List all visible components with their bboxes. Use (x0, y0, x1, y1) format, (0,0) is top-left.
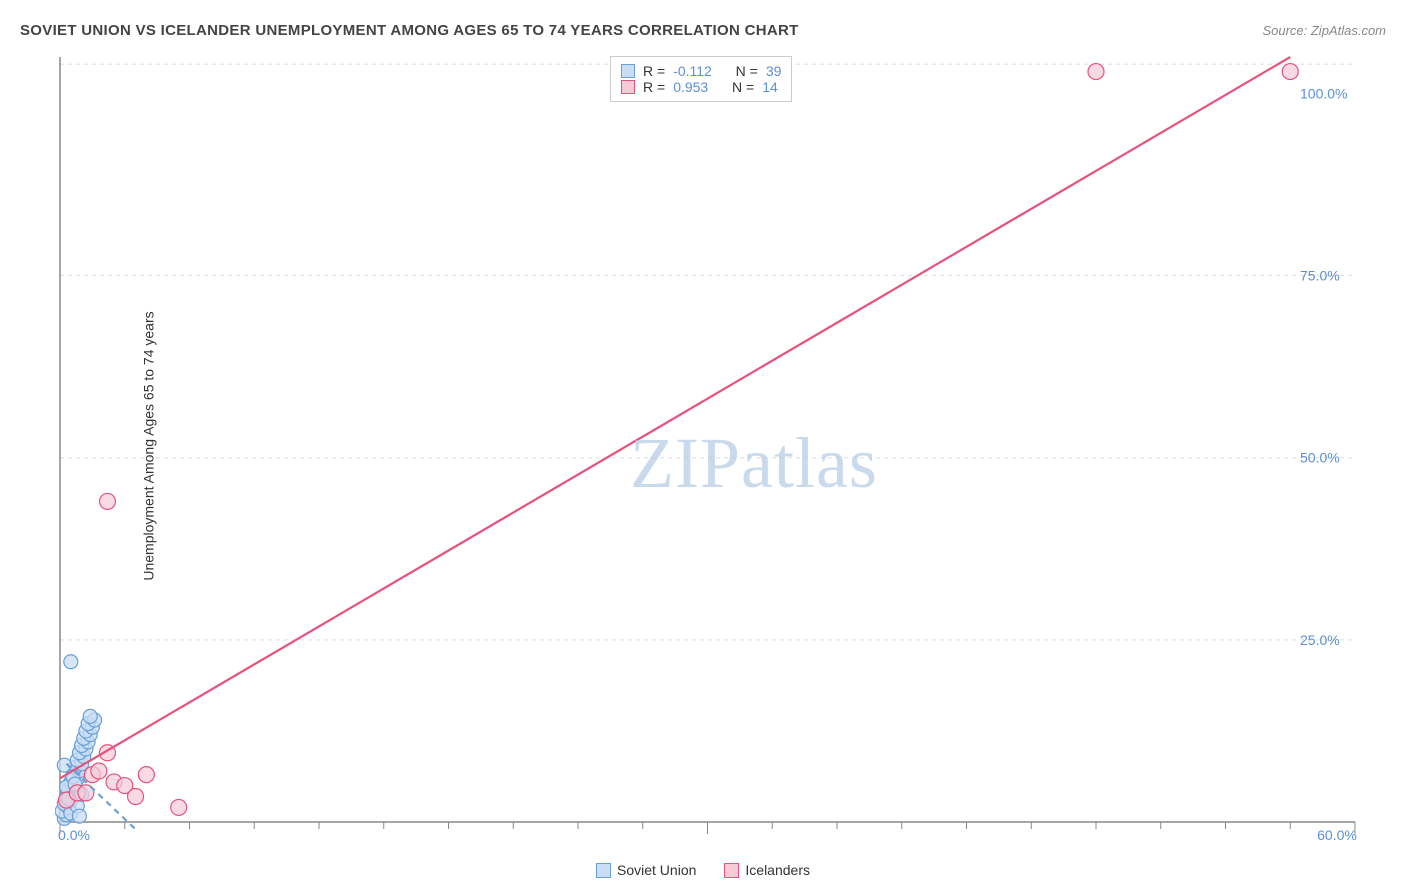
legend-label: Soviet Union (617, 862, 696, 878)
chart-area: 25.0%50.0%75.0%100.0%0.0%60.0% ZIPatlas … (55, 52, 1380, 842)
info-row: R = 0.953 N = 14 (621, 79, 781, 95)
source-label: Source: ZipAtlas.com (1262, 23, 1386, 38)
svg-text:0.0%: 0.0% (58, 827, 90, 842)
r-label: R = (643, 79, 665, 95)
legend-item: Soviet Union (596, 862, 696, 878)
legend-swatch-icon (621, 64, 635, 78)
r-value: -0.112 (673, 63, 712, 79)
svg-text:50.0%: 50.0% (1300, 450, 1340, 466)
n-label: N = (736, 63, 758, 79)
svg-text:100.0%: 100.0% (1300, 85, 1347, 101)
header: SOVIET UNION VS ICELANDER UNEMPLOYMENT A… (20, 22, 1386, 39)
chart-title: SOVIET UNION VS ICELANDER UNEMPLOYMENT A… (20, 22, 799, 39)
svg-text:75.0%: 75.0% (1300, 268, 1340, 284)
n-value: 39 (766, 63, 782, 79)
info-row: R = -0.112 N = 39 (621, 63, 781, 79)
legend-swatch-icon (596, 863, 611, 878)
correlation-info-box: R =-0.112 N =39R =0.953 N =14 (610, 56, 792, 102)
r-value: 0.953 (673, 79, 708, 95)
legend: Soviet Union Icelanders (596, 862, 810, 878)
svg-text:60.0%: 60.0% (1317, 827, 1357, 842)
n-value: 14 (762, 79, 778, 95)
legend-swatch-icon (621, 80, 635, 94)
svg-text:25.0%: 25.0% (1300, 632, 1340, 648)
legend-label: Icelanders (745, 862, 810, 878)
scatter-chart: 25.0% 50.0% 75.0% 100.0% 0.0% 60.0% (55, 52, 1380, 842)
legend-item: Icelanders (724, 862, 810, 878)
n-label: N = (732, 79, 754, 95)
r-label: R = (643, 63, 665, 79)
legend-swatch-icon (724, 863, 739, 878)
